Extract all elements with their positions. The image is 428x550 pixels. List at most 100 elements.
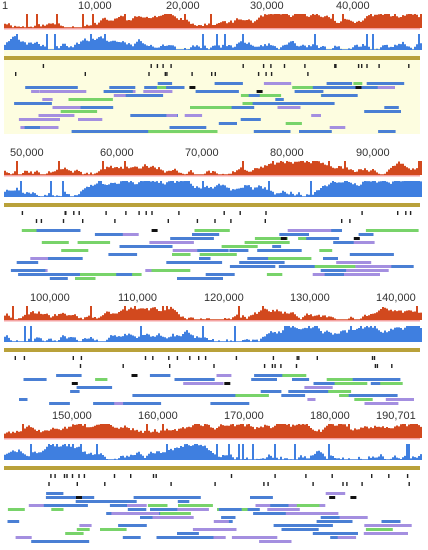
- repeat-marker: [361, 482, 363, 486]
- gene-feature: [123, 402, 162, 405]
- repeat-marker: [242, 64, 244, 68]
- repeat-marker: [366, 64, 368, 68]
- gene-feature: [41, 241, 69, 244]
- gene-feature: [166, 114, 178, 117]
- gene-feature: [385, 398, 414, 401]
- repeat-marker: [48, 482, 50, 486]
- gene-feature: [326, 82, 353, 85]
- ruler-label: 170,000: [224, 410, 264, 422]
- gene-feature: [288, 102, 335, 105]
- repeat-marker: [78, 211, 80, 215]
- gene-feature: [385, 229, 419, 232]
- gene-feature: [189, 86, 196, 89]
- gene-feature: [184, 114, 203, 117]
- gene-feature: [210, 402, 250, 405]
- gene-feature: [199, 257, 211, 260]
- repeat-marker: [263, 364, 266, 368]
- gene-feature: [299, 130, 332, 133]
- repeat-marker: [211, 72, 213, 76]
- repeat-marker: [409, 211, 412, 215]
- gene-feature: [381, 520, 401, 523]
- gene-feature: [7, 520, 20, 523]
- gene-feature: [108, 253, 138, 256]
- gene-feature: [151, 229, 158, 232]
- gc-content-track: [4, 326, 422, 342]
- gene-feature: [242, 102, 255, 105]
- gene-feature: [288, 390, 329, 393]
- gene-feature: [366, 82, 405, 85]
- gene-feature: [204, 261, 223, 264]
- genome-panel-4: 150,000 160,000 170,000 180,000 190,701: [0, 410, 428, 550]
- gene-feature: [248, 94, 260, 97]
- gene-feature: [251, 378, 277, 381]
- repeat-marker: [152, 356, 154, 360]
- genome-panel-1: 1 10,000 20,000 30,000 40,000: [0, 0, 428, 138]
- repeat-marker: [54, 474, 56, 478]
- gene-feature: [231, 536, 278, 539]
- gene-feature: [166, 261, 208, 264]
- gene-feature: [247, 508, 260, 511]
- gene-feature: [172, 249, 211, 252]
- gene-feature: [76, 528, 90, 531]
- gene-feature: [348, 394, 392, 397]
- gene-feature: [174, 378, 215, 381]
- repeat-marker: [305, 474, 307, 478]
- gene-feature: [74, 540, 90, 543]
- gene-feature: [199, 253, 237, 256]
- gene-feature: [317, 532, 358, 535]
- gene-feature: [178, 504, 213, 507]
- contig-bar: [4, 466, 420, 470]
- ruler-label: 190,701: [376, 410, 416, 422]
- gene-feature: [78, 118, 103, 121]
- gene-feature: [255, 504, 277, 507]
- gene-feature: [130, 114, 178, 117]
- repeat-marker: [104, 482, 106, 486]
- gene-feature: [172, 253, 191, 256]
- gene-feature: [365, 229, 386, 232]
- repeat-marker: [346, 482, 348, 486]
- gene-feature: [149, 374, 171, 377]
- gene-feature: [125, 94, 164, 97]
- repeat-marker: [357, 64, 360, 68]
- gene-feature: [280, 237, 287, 240]
- gene-feature: [179, 277, 223, 280]
- gene-feature: [86, 500, 115, 503]
- gene-feature: [324, 273, 344, 276]
- gene-feature: [253, 512, 287, 515]
- gene-feature: [132, 394, 181, 397]
- repeat-marker: [167, 219, 169, 223]
- gene-feature: [76, 496, 82, 499]
- repeat-marker: [170, 64, 172, 68]
- gene-feature: [42, 98, 53, 101]
- gc-skew-baseline: [4, 438, 420, 440]
- ruler-label: 120,000: [204, 292, 244, 304]
- repeat-marker: [114, 219, 116, 223]
- gene-feature: [123, 130, 163, 133]
- ruler-label: 140,000: [376, 292, 416, 304]
- gene-feature: [113, 94, 131, 97]
- gene-feature: [270, 249, 301, 252]
- gene-feature: [287, 229, 335, 232]
- gene-feature: [337, 536, 357, 539]
- gc-skew-baseline: [4, 28, 420, 30]
- gene-feature: [80, 273, 117, 276]
- repeat-marker: [349, 219, 351, 223]
- gene-feature: [151, 269, 191, 272]
- gene-feature: [149, 241, 194, 244]
- repeat-marker: [361, 64, 363, 68]
- repeat-marker: [122, 364, 124, 368]
- repeat-marker: [169, 364, 171, 368]
- gene-feature: [285, 122, 302, 125]
- repeat-marker: [270, 72, 273, 76]
- gene-feature: [374, 86, 395, 89]
- gene-feature: [218, 122, 237, 125]
- gene-feature: [39, 90, 87, 93]
- gene-feature: [109, 504, 133, 507]
- repeat-marker: [316, 356, 318, 360]
- gene-feature: [122, 536, 141, 539]
- repeat-marker: [72, 356, 74, 360]
- repeat-marker: [78, 474, 80, 478]
- gene-feature: [70, 390, 80, 393]
- repeat-marker: [204, 356, 207, 360]
- gene-feature: [56, 374, 82, 377]
